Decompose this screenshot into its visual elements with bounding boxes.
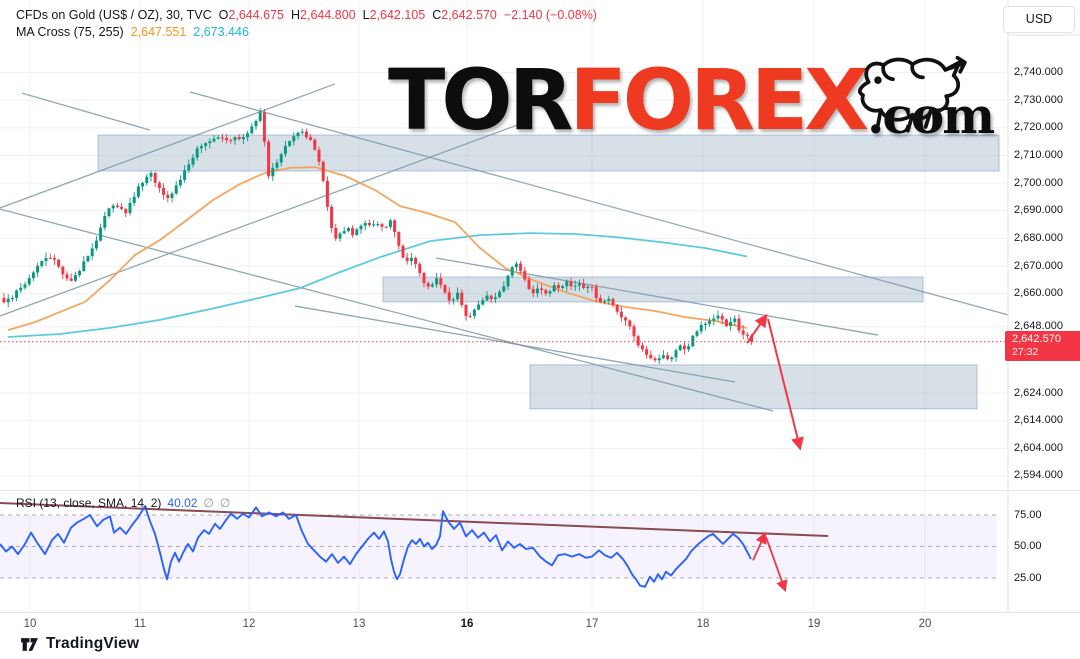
rsi-value: 40.02 — [167, 496, 198, 510]
panel-separators — [0, 0, 1080, 613]
low-key: L — [362, 8, 370, 22]
hidden-series-icon[interactable]: ∅ — [203, 496, 214, 510]
high-key: H — [291, 8, 301, 22]
time-axis-label: 20 — [918, 618, 932, 630]
gridlines — [0, 0, 1008, 612]
rsi-legend[interactable]: RSI (13, close, SMA, 14, 2) 40.02 ∅ ∅ — [16, 496, 230, 510]
price-axis-label: 2,614.000 — [1014, 414, 1063, 427]
close-key: C — [432, 8, 442, 22]
low-value: 2,642.105 — [369, 8, 426, 22]
price-axis-label: 2,660.000 — [1014, 287, 1063, 300]
price-axis-label: 2,604.000 — [1014, 441, 1063, 454]
current-price-value: 2,642.570 — [1012, 333, 1061, 345]
supply-demand-zones — [97, 134, 1000, 410]
open-value: 2,644.675 — [228, 8, 284, 22]
time-axis-label: 12 — [242, 618, 256, 630]
time-axis-label: 13 — [352, 618, 366, 630]
price-axis-label: 2,680.000 — [1014, 231, 1063, 244]
currency-button[interactable]: USD — [1003, 6, 1075, 33]
symbol-legend[interactable]: CFDs on Gold (US$ / OZ), 30, TVC O2,644.6… — [16, 7, 597, 41]
tradingview-brand[interactable]: TradingView — [20, 635, 139, 653]
change-value: −2.140 (−0.08%) — [503, 8, 597, 22]
rsi-band — [0, 514, 997, 579]
forecast-arrows — [746, 313, 804, 593]
price-axis-label: 2,710.000 — [1014, 149, 1063, 161]
price-axis-label: 2,730.000 — [1014, 93, 1063, 106]
ma-slow-value: 2,673.446 — [193, 25, 249, 39]
rsi-label: RSI (13, close, SMA, 14, 2) — [16, 496, 162, 510]
ma-255-line — [7, 232, 748, 338]
time-axis-label: 18 — [696, 618, 710, 630]
candles-series — [2, 108, 754, 364]
price-axis-label: 2,594.000 — [1014, 469, 1063, 482]
time-axis-label: 11 — [134, 618, 146, 630]
current-price-tag[interactable]: 2,642.570 27:32 — [1005, 331, 1080, 361]
rsi-axis-label: 50.00 — [1014, 540, 1042, 552]
price-axis-label: 2,700.000 — [1014, 176, 1063, 189]
rsi-line — [0, 505, 752, 588]
price-axis-label: 2,720.000 — [1014, 121, 1063, 134]
rsi-trendline — [0, 502, 829, 538]
close-value: 2,642.570 — [441, 8, 497, 22]
bar-countdown: 27:32 — [1012, 346, 1039, 358]
hidden-series-icon[interactable]: ∅ — [219, 496, 231, 510]
ma-75-line — [7, 166, 748, 331]
symbol-row: CFDs on Gold (US$ / OZ), 30, TVC O2,644.6… — [16, 7, 597, 24]
price-axis-label: 2,690.000 — [1014, 204, 1063, 217]
price-axis-label: 2,624.000 — [1014, 386, 1063, 399]
tradingview-logo-icon — [21, 637, 38, 651]
price-axis-label: 2,670.000 — [1014, 259, 1063, 272]
open-key: O — [218, 8, 229, 22]
time-axis-label: 17 — [585, 618, 599, 630]
ma-cross-label: MA Cross (75, 255) — [16, 25, 124, 39]
time-axis-label: 16 — [460, 618, 474, 630]
high-value: 2,644.800 — [300, 8, 356, 22]
rsi-axis-label: 25.00 — [1014, 571, 1042, 584]
price-axis-label: 2,648.000 — [1014, 320, 1063, 333]
symbol-title: CFDs on Gold (US$ / OZ), 30, TVC — [16, 8, 212, 22]
bull-logo-icon — [858, 55, 967, 133]
tradingview-label: TradingView — [46, 635, 140, 652]
time-axis-label: 10 — [23, 618, 37, 630]
ma-fast-value: 2,647.551 — [130, 25, 187, 39]
ma-cross-row[interactable]: MA Cross (75, 255) 2,647.551 2,673.446 — [16, 24, 597, 41]
price-axis-label: 2,740.000 — [1014, 66, 1063, 79]
time-axis-label: 19 — [807, 618, 821, 630]
rsi-axis-label: 75.00 — [1014, 508, 1042, 521]
